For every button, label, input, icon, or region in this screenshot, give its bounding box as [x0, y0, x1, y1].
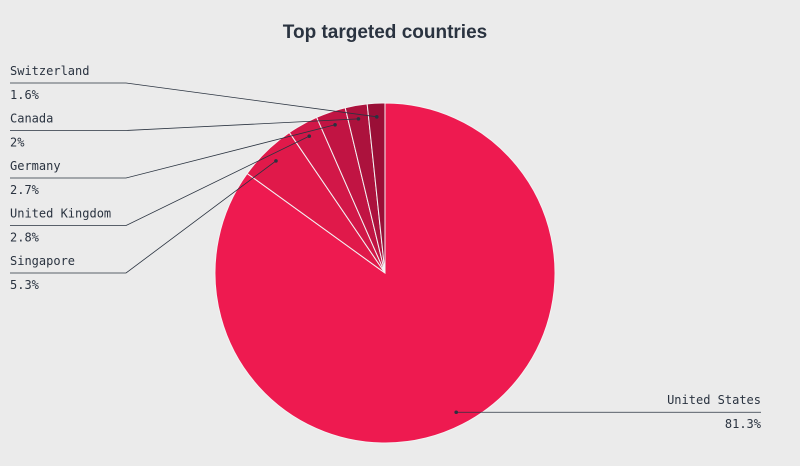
leader-line [10, 118, 359, 131]
slice-value: 2% [10, 136, 25, 150]
leader-dot [374, 115, 379, 119]
slice-value: 81.3% [725, 417, 762, 431]
slice-value: 2.7% [10, 183, 40, 197]
slice-value: 1.6% [10, 88, 40, 102]
slice-label: Singapore [10, 254, 75, 268]
leader-line [10, 124, 336, 179]
slice-label: United Kingdom [10, 207, 111, 221]
chart-title: Top targeted countries [283, 22, 487, 43]
slice-label: Germany [10, 159, 61, 173]
slice-value: 2.8% [10, 231, 40, 245]
leader-dot [333, 122, 337, 127]
slice-label: Switzerland [10, 64, 89, 78]
slice-label: United States [667, 393, 761, 407]
pie-slice [214, 102, 556, 444]
leader-line [10, 160, 277, 274]
slice-value: 5.3% [10, 278, 40, 292]
leader-line [10, 135, 310, 226]
leader-line [10, 82, 377, 118]
slice-label: Canada [10, 112, 53, 126]
pie-slice [366, 102, 386, 274]
